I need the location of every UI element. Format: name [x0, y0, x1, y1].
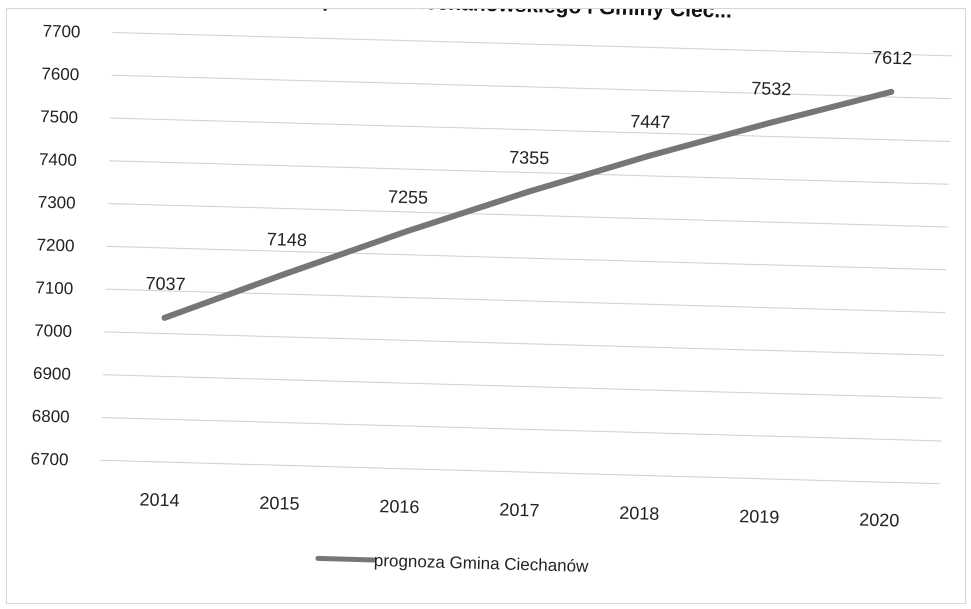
gridline: [103, 374, 943, 399]
data-point: [646, 152, 653, 159]
y-tick-label: 7700: [42, 21, 80, 41]
y-axis: 7700 7600 7500 7400 7300 7200 7100 7000 6900 6800…: [30, 21, 80, 469]
data-label: 7612: [872, 47, 913, 68]
data-point: [161, 314, 168, 321]
y-tick-label: 6900: [33, 364, 71, 384]
data-label: 7255: [388, 187, 429, 208]
chart-frame: ... powiatu ciechanowskiego i Gminy Ciec…: [6, 8, 966, 604]
x-tick-label: 2014: [139, 489, 180, 510]
y-tick-label: 7600: [41, 64, 79, 84]
x-tick-label: 2019: [739, 506, 780, 527]
gridline: [101, 416, 942, 442]
x-tick-label: 2020: [859, 509, 900, 530]
y-tick-label: 7000: [34, 321, 72, 341]
y-tick-label: 6800: [32, 407, 70, 427]
data-point: [888, 88, 895, 95]
legend: prognoza Gmina Ciechanów: [315, 551, 590, 576]
legend-swatch: [315, 555, 377, 563]
gridline: [104, 331, 944, 356]
data-point: [525, 188, 532, 195]
gridline: [106, 245, 947, 271]
series-line: [161, 88, 895, 321]
data-label: 7447: [630, 111, 671, 132]
gridline: [107, 203, 948, 228]
legend-label: prognoza Gmina Ciechanów: [374, 551, 590, 576]
grid-layer: [100, 31, 953, 485]
chart-title: ... powiatu ciechanowskiego i Gminy Ciec…: [299, 9, 732, 23]
gridline: [111, 74, 952, 100]
y-tick-label: 6700: [30, 449, 68, 469]
gridline: [105, 288, 946, 314]
x-axis: 2014 2015 2016 2017 2018 2019 2020: [139, 489, 899, 530]
data-point: [404, 228, 411, 235]
data-label: 7355: [509, 147, 550, 168]
y-tick-label: 7100: [35, 278, 73, 298]
data-point: [282, 270, 289, 277]
gridline: [110, 117, 950, 142]
x-tick-label: 2017: [499, 499, 540, 520]
y-tick-label: 7400: [39, 150, 77, 170]
x-tick-label: 2016: [379, 496, 420, 517]
data-labels: 7037 7148 7255 7355 7447 7532 7612: [145, 47, 913, 294]
line-chart: ... powiatu ciechanowskiego i Gminy Ciec…: [30, 9, 953, 576]
data-label: 7532: [751, 78, 792, 99]
series-layer: [161, 88, 895, 321]
gridline: [108, 160, 949, 185]
x-tick-label: 2015: [259, 493, 300, 514]
data-label: 7148: [267, 229, 308, 250]
gridline: [112, 31, 953, 57]
y-tick-label: 7200: [36, 235, 74, 255]
gridline: [100, 459, 941, 485]
y-tick-label: 7500: [40, 107, 78, 127]
data-label: 7037: [145, 273, 186, 294]
data-point: [767, 119, 774, 126]
y-tick-label: 7300: [38, 193, 76, 213]
x-tick-label: 2018: [619, 503, 660, 524]
